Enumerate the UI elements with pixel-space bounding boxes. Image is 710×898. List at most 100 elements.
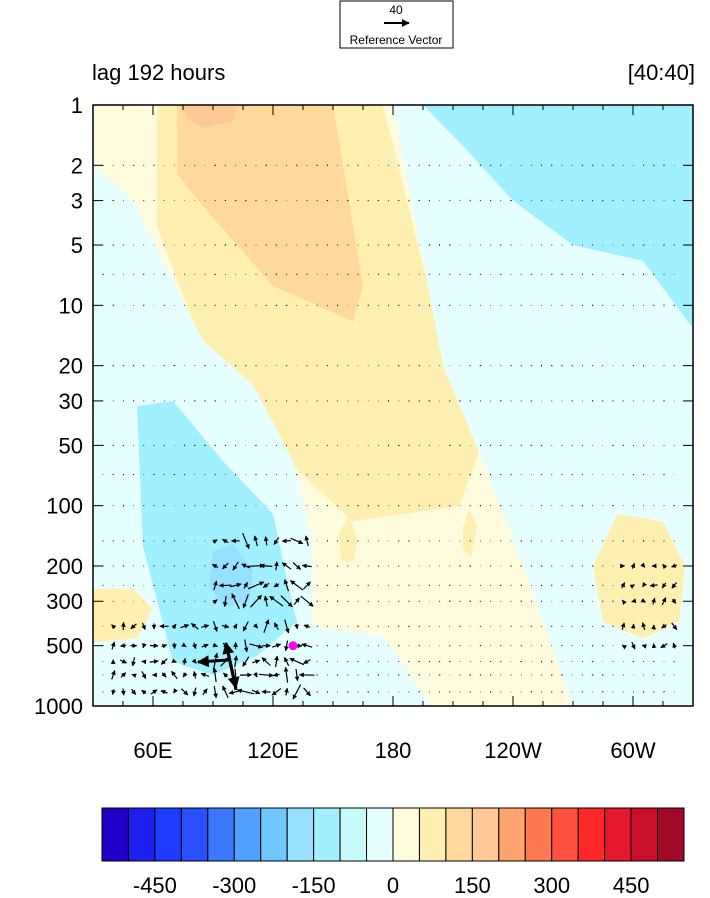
vector-925 [233,655,239,668]
vector-827 [398,625,400,628]
vector-1027 [111,689,116,695]
vector-464 [183,473,186,476]
vector-1012 [540,674,543,676]
contour-region-12 [463,509,477,557]
colorbar-box [233,807,262,862]
vector-260 [428,304,431,307]
vector-697 [229,582,242,588]
vector-847 [601,625,604,628]
vector-713 [398,584,400,587]
vector-911 [672,642,677,649]
vector-815 [273,622,279,631]
vector-814 [263,619,270,633]
vector-703 [290,580,304,591]
vector-120 [163,244,165,246]
vector-177 [163,273,165,276]
vector-599 [398,540,400,542]
vector-477 [316,473,319,476]
vector-113 [673,199,675,202]
vector-482 [367,473,369,476]
y-tick-label: 3 [71,189,83,214]
vector-85 [387,199,390,202]
vector-588 [281,538,291,544]
vector-823 [357,625,359,628]
vector-1032 [160,689,168,695]
vector-142 [387,244,390,246]
vector-716 [428,584,431,587]
vector-896 [520,644,522,647]
vector-543 [408,505,410,507]
vector-298 [234,364,237,367]
chart-title-left: lag 192 hours [92,60,225,85]
vector-721 [479,584,482,587]
vector-160 [571,244,573,246]
vector-1040 [236,688,255,695]
vector-810 [221,623,230,629]
vector-976 [171,670,178,680]
vector-807 [190,622,199,630]
vector-322 [479,364,482,367]
reference-vector-caption: Reference Vector [350,33,443,47]
vector-760 [293,597,300,605]
vector-748 [173,600,176,602]
vector-628 [112,565,114,567]
vector-651 [347,565,349,567]
colorbar-box [604,807,632,862]
vector-256 [387,304,390,307]
vector-418 [296,444,298,447]
vector-594 [346,540,349,542]
vector-826 [388,625,390,627]
vector-442 [540,444,543,447]
marker-layer [288,641,298,651]
vector-856 [110,641,116,650]
vector-870 [249,643,263,649]
vector-799 [111,624,117,630]
vector-391 [602,400,604,402]
colorbar-label: 450 [613,873,650,898]
vector-919 [171,658,177,663]
vector-932 [303,659,311,665]
vector-537 [347,504,349,507]
vector-833 [459,625,461,628]
vector-916 [141,659,147,665]
contour-region-10 [593,514,685,639]
vector-753 [222,595,228,607]
reference-vector-legend: 40 Reference Vector [339,0,454,49]
vector-115 [112,244,114,246]
vector-330 [561,364,563,367]
colorbar-box [339,807,368,862]
vector-986 [272,672,280,678]
vector-436 [479,444,482,447]
vector-286 [112,364,114,367]
vector-754 [231,593,240,610]
vector-817 [294,623,299,630]
vector-282 [653,304,655,307]
vector-446 [581,444,584,447]
vector-869 [243,639,249,653]
vector-194 [336,273,339,275]
vector-213 [530,273,533,275]
contour-region-7 [137,400,297,675]
vector-971 [120,672,127,678]
vector-589 [290,537,304,545]
vector-996 [377,674,380,676]
vector-751 [204,600,206,602]
vector-1079 [642,690,645,693]
vector-49 [602,164,604,166]
vector-752 [212,599,218,605]
vector-137 [336,244,339,246]
colorbar-label: 0 [387,873,399,898]
vector-593 [336,540,339,542]
vector-965 [642,660,645,663]
contour-region-3 [181,105,237,128]
vector-892 [479,644,482,647]
vector-876 [316,644,318,647]
vector-945 [438,660,441,663]
y-tick-label: 10 [59,293,83,318]
vector-590 [304,535,310,547]
vector-11 [214,164,217,167]
colorbar-label: 300 [533,873,570,898]
vector-1017 [591,674,594,676]
vector-144 [408,244,410,246]
vector-552 [500,504,502,507]
